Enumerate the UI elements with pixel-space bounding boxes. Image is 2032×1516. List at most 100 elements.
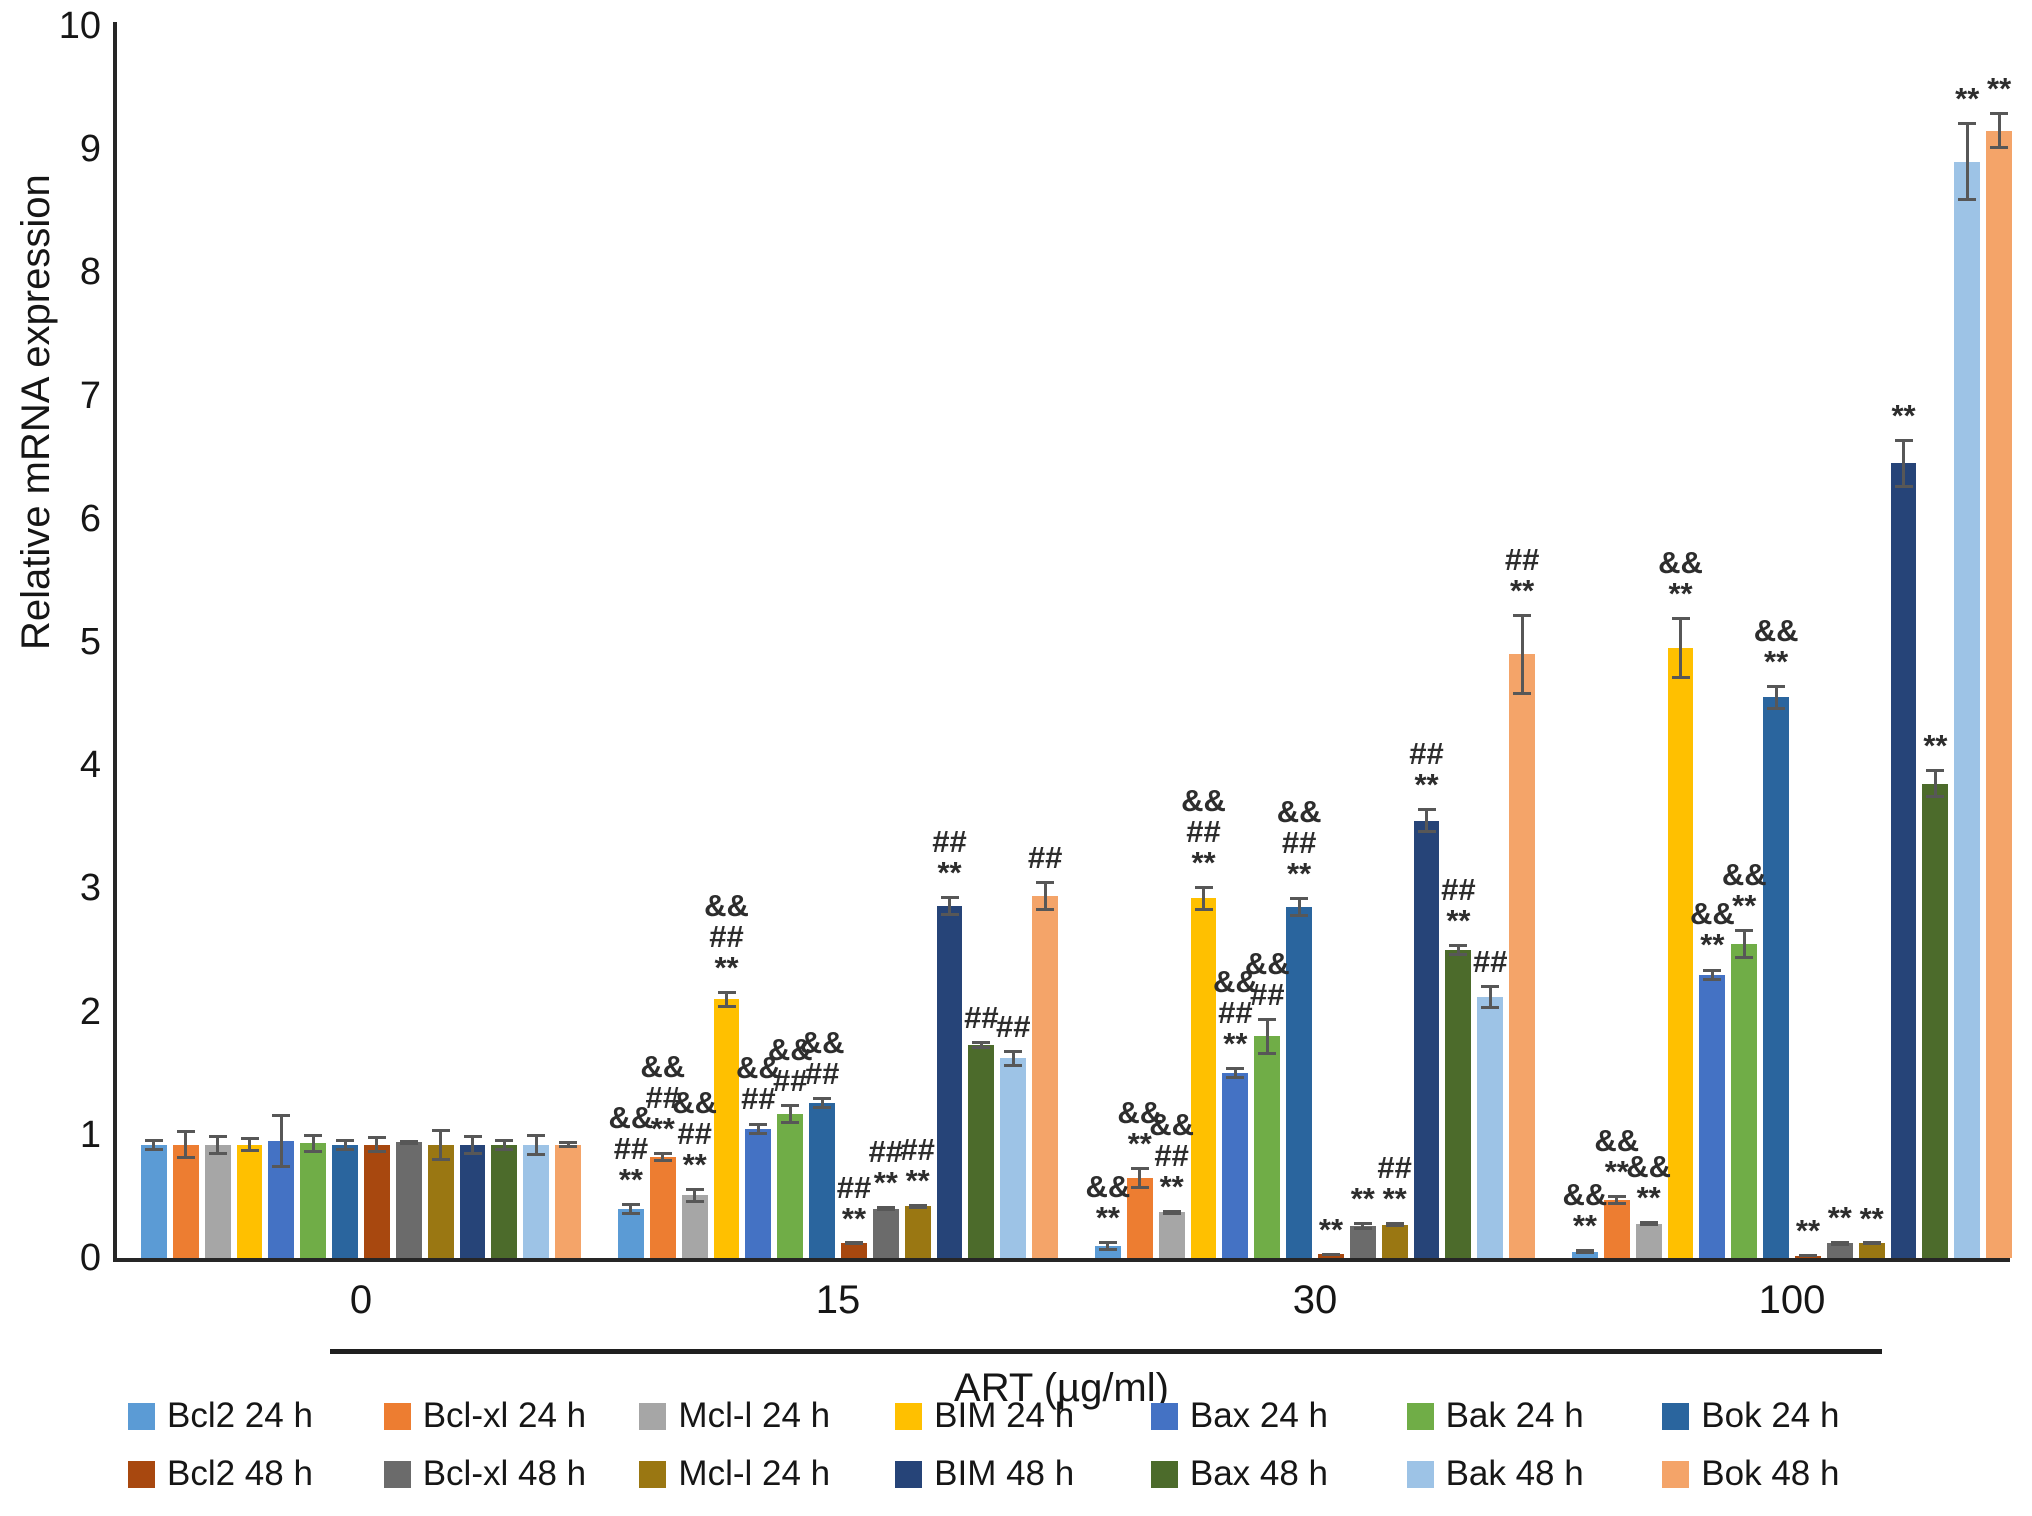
error-bar-cap-top: [813, 1096, 832, 1100]
error-bar-cap-top: [653, 1152, 672, 1156]
barwrap: ## **: [932, 22, 967, 1258]
bar: [204, 1144, 231, 1258]
barwrap: && **: [1722, 22, 1767, 1258]
error-bar-cap-top: [144, 1138, 163, 1142]
barwrap: **: [1826, 22, 1853, 1258]
error-bar-cap-top: [1894, 438, 1913, 442]
barwrap: ## **: [837, 22, 871, 1258]
bar: [555, 1144, 582, 1258]
legend-label: Bok 48 h: [1701, 1454, 1840, 1493]
y-tick-label: 3: [79, 867, 101, 910]
plot-area: 0 1 2 3 4 5 6 7 8 9 10 0 && ## ** && ## ** && ## ** && ## ** && #…: [59, 7, 2013, 1322]
barwrap: [332, 22, 359, 1258]
legend-swatch-icon: [639, 1460, 667, 1488]
bar: [1763, 697, 1790, 1258]
legend-item: BIM 24 h: [895, 1396, 1151, 1436]
legend-swatch-icon: [895, 1460, 923, 1488]
error-bar-cap-top: [367, 1136, 386, 1140]
bar: [491, 1144, 518, 1258]
error-bar-cap-top: [1735, 929, 1754, 933]
bar: [523, 1144, 550, 1258]
barwrap: ##: [996, 22, 1030, 1258]
barwrap: [300, 22, 327, 1258]
legend-swatch-icon: [1662, 1460, 1690, 1488]
legend-swatch-icon: [383, 1460, 411, 1488]
bar: [1349, 1225, 1376, 1258]
bar: [236, 1144, 263, 1258]
bar: [1603, 1200, 1630, 1258]
legend-item: Bcl2 48 h: [128, 1454, 384, 1494]
barwrap: **: [1922, 22, 1949, 1258]
y-tick-label: 10: [58, 5, 101, 47]
legend-item: Mcl-l 24 h: [639, 1396, 895, 1436]
bar: [681, 1195, 708, 1258]
error-bar-cap-top: [1004, 1049, 1023, 1053]
bar: [1890, 463, 1917, 1258]
bar: [1158, 1212, 1185, 1258]
barwrap: && ## **: [609, 22, 653, 1258]
legend-label: BIM 48 h: [934, 1454, 1075, 1493]
bar: [1826, 1243, 1853, 1258]
legend-swatch-icon: [1662, 1402, 1690, 1430]
x-tick-label: 0: [349, 1278, 373, 1322]
bar: [332, 1144, 359, 1258]
barwrap: ## **: [1377, 22, 1412, 1258]
error-bar-cap-top: [336, 1138, 355, 1142]
legend-swatch-icon: [1406, 1460, 1434, 1488]
legend-label: Mcl-l 24 h: [678, 1454, 831, 1493]
barwrap: && ## **: [1213, 22, 1258, 1258]
barwrap: ## **: [1409, 22, 1444, 1258]
legend-label: Mcl-l 24 h: [678, 1396, 831, 1435]
bar: [1858, 1243, 1885, 1258]
barwrap: **: [1986, 22, 2013, 1258]
bar: [364, 1144, 390, 1258]
barwrap: && **: [1626, 22, 1671, 1258]
barwrap: [395, 22, 422, 1258]
bar: [745, 1128, 772, 1258]
bar: [936, 905, 963, 1258]
bar: [459, 1144, 486, 1258]
error-bar-cap-top: [1130, 1166, 1149, 1170]
bar: [395, 1142, 422, 1258]
error-bar-cap-top: [1290, 897, 1309, 901]
legend-item: Bak 48 h: [1406, 1454, 1663, 1494]
error-bar-cap-top: [240, 1137, 259, 1141]
bar: [1254, 1036, 1281, 1258]
barwrap: [427, 22, 454, 1258]
legend-swatch-icon: [639, 1402, 667, 1430]
barwrap: && ## **: [1181, 22, 1226, 1258]
error-bar-cap-top: [1926, 768, 1945, 772]
y-tick-label: 4: [79, 744, 101, 787]
error-bar-cap-top: [1353, 1222, 1372, 1226]
bar: [268, 1140, 295, 1258]
legend-swatch-icon: [128, 1402, 155, 1430]
legend-item: Bok 24 h: [1662, 1396, 1918, 1436]
error-bar-cap-top: [1417, 808, 1436, 812]
bar-group-30: && ** && ** && ## ** && ## ** && ## ** && ## && ## ** ** **…: [1086, 22, 1539, 1258]
bar: [1318, 1254, 1344, 1258]
legend: Bcl2 24 h Bcl-xl 24 h Mcl-l 24 h BIM 24 h Ba…: [128, 1396, 1918, 1512]
barwrap: && ## **: [672, 22, 717, 1258]
x-axis-title: ART (µg/ml): [954, 1366, 1169, 1410]
barwrap: && **: [1658, 22, 1703, 1258]
bar: [1699, 974, 1726, 1258]
error-bar-cap-top: [431, 1128, 450, 1132]
error-bar-cap-top: [304, 1133, 323, 1137]
legend-item: Mcl-l 24 h: [639, 1454, 895, 1494]
bar: [841, 1243, 867, 1258]
y-tick-label: 6: [79, 497, 101, 540]
legend-swatch-icon: [1150, 1402, 1178, 1430]
barwrap: [141, 22, 167, 1258]
error-bar-cap-top: [1990, 112, 2009, 116]
error-bar-cap-top: [1671, 617, 1690, 621]
barwrap: && **: [1563, 22, 1607, 1258]
legend-swatch-icon: [1150, 1460, 1178, 1488]
error-bar-cap-top: [176, 1129, 195, 1133]
legend-item: Bcl-xl 24 h: [383, 1396, 640, 1436]
barwrap: [555, 22, 582, 1258]
error-bar-cap-top: [717, 990, 736, 994]
barwrap: && ##: [1245, 22, 1290, 1258]
bar: [809, 1102, 836, 1258]
barwrap: && **: [1754, 22, 1798, 1258]
error-bar-cap-top: [1703, 968, 1722, 972]
